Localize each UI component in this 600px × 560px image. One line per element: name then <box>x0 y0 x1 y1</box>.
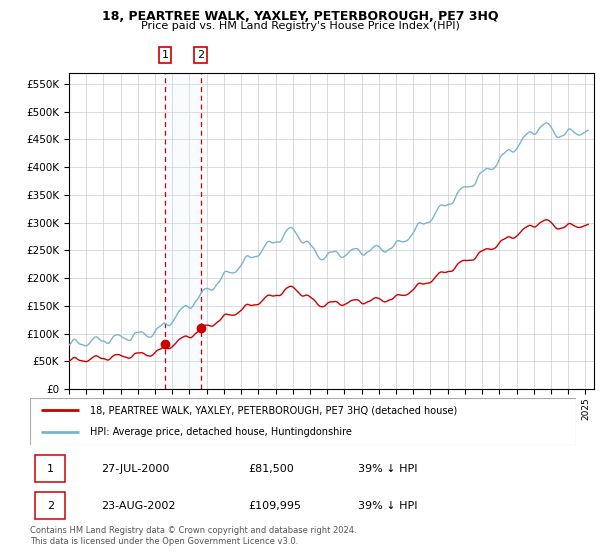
FancyBboxPatch shape <box>35 455 65 482</box>
Text: £81,500: £81,500 <box>248 464 294 474</box>
Bar <box>165 73 200 389</box>
Text: 1: 1 <box>47 464 54 474</box>
Text: 18, PEARTREE WALK, YAXLEY, PETERBOROUGH, PE7 3HQ (detached house): 18, PEARTREE WALK, YAXLEY, PETERBOROUGH,… <box>90 405 457 416</box>
FancyBboxPatch shape <box>35 492 65 519</box>
Text: £109,995: £109,995 <box>248 501 301 511</box>
Text: 23-AUG-2002: 23-AUG-2002 <box>101 501 175 511</box>
Text: HPI: Average price, detached house, Huntingdonshire: HPI: Average price, detached house, Hunt… <box>90 427 352 437</box>
FancyBboxPatch shape <box>30 398 576 445</box>
Text: Contains HM Land Registry data © Crown copyright and database right 2024.
This d: Contains HM Land Registry data © Crown c… <box>30 526 356 546</box>
Text: 27-JUL-2000: 27-JUL-2000 <box>101 464 169 474</box>
Text: 2: 2 <box>197 50 204 60</box>
Text: 39% ↓ HPI: 39% ↓ HPI <box>358 464 417 474</box>
Text: 2: 2 <box>47 501 54 511</box>
Text: 1: 1 <box>161 50 169 60</box>
Text: 39% ↓ HPI: 39% ↓ HPI <box>358 501 417 511</box>
Text: 18, PEARTREE WALK, YAXLEY, PETERBOROUGH, PE7 3HQ: 18, PEARTREE WALK, YAXLEY, PETERBOROUGH,… <box>102 10 498 22</box>
Text: Price paid vs. HM Land Registry's House Price Index (HPI): Price paid vs. HM Land Registry's House … <box>140 21 460 31</box>
